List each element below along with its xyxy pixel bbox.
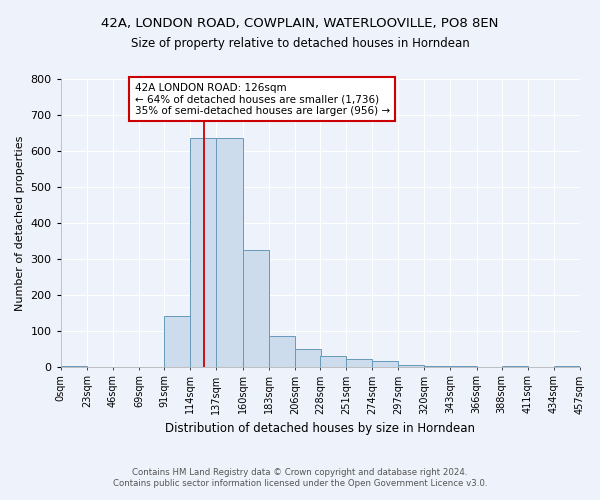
Text: Contains HM Land Registry data © Crown copyright and database right 2024.
Contai: Contains HM Land Registry data © Crown c… (113, 468, 487, 487)
Y-axis label: Number of detached properties: Number of detached properties (15, 135, 25, 310)
Bar (372, 362, 398, 366)
Text: 42A, LONDON ROAD, COWPLAIN, WATERLOOVILLE, PO8 8EN: 42A, LONDON ROAD, COWPLAIN, WATERLOOVILL… (101, 18, 499, 30)
Text: Size of property relative to detached houses in Horndean: Size of property relative to detached ho… (131, 38, 469, 51)
Text: 42A LONDON ROAD: 126sqm
← 64% of detached houses are smaller (1,736)
35% of semi: 42A LONDON ROAD: 126sqm ← 64% of detache… (134, 82, 389, 116)
Bar (398, 365, 424, 366)
Bar (320, 356, 346, 366)
Bar (346, 360, 372, 366)
Bar (190, 138, 217, 366)
X-axis label: Distribution of detached houses by size in Horndean: Distribution of detached houses by size … (166, 422, 475, 435)
Bar (295, 348, 321, 366)
Bar (217, 138, 242, 366)
Bar (242, 250, 269, 366)
Bar (164, 316, 190, 366)
Bar (269, 336, 295, 366)
